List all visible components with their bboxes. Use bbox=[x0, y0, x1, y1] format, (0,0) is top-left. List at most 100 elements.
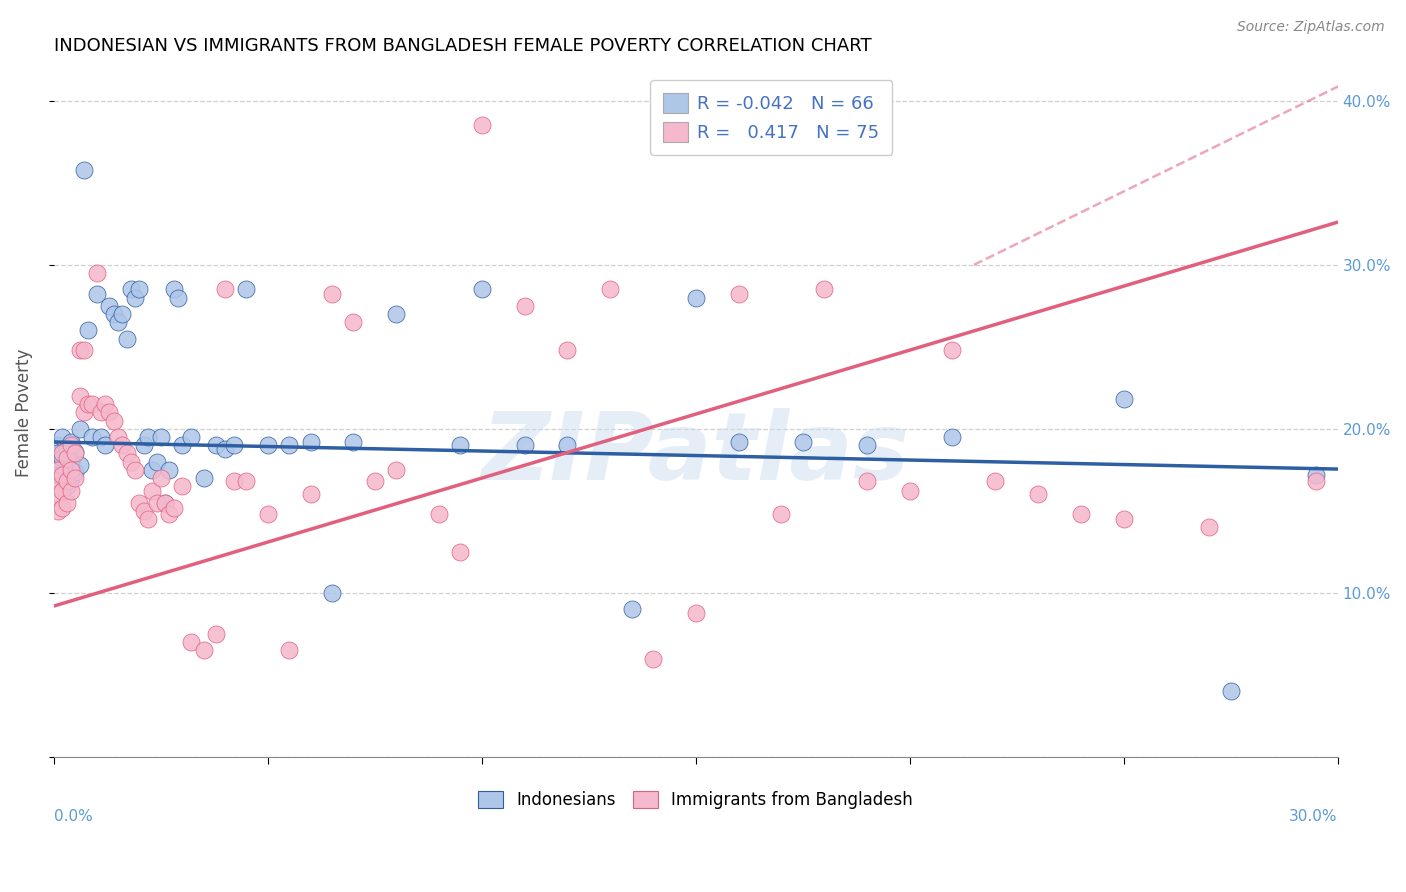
Point bbox=[46, 446, 69, 460]
Point bbox=[557, 343, 579, 358]
Point bbox=[321, 586, 343, 600]
Point bbox=[46, 463, 69, 477]
Point bbox=[1219, 684, 1241, 698]
Point bbox=[364, 475, 387, 489]
Point bbox=[90, 430, 112, 444]
Point bbox=[599, 282, 621, 296]
Point bbox=[256, 507, 278, 521]
Point bbox=[46, 504, 69, 518]
Point bbox=[55, 442, 77, 456]
Point bbox=[86, 287, 108, 301]
Point bbox=[856, 438, 879, 452]
Text: 0.0%: 0.0% bbox=[53, 809, 93, 823]
Point bbox=[727, 287, 749, 301]
Point bbox=[46, 467, 69, 482]
Point bbox=[513, 299, 536, 313]
Point bbox=[51, 500, 73, 515]
Point bbox=[82, 397, 104, 411]
Point bbox=[385, 463, 408, 477]
Point bbox=[51, 467, 73, 482]
Point bbox=[157, 507, 180, 521]
Point bbox=[167, 291, 190, 305]
Point bbox=[193, 471, 215, 485]
Point bbox=[46, 487, 69, 501]
Point bbox=[98, 405, 121, 419]
Point bbox=[1112, 512, 1135, 526]
Point bbox=[128, 496, 150, 510]
Point bbox=[69, 343, 91, 358]
Point bbox=[163, 500, 186, 515]
Point bbox=[141, 463, 163, 477]
Point bbox=[222, 475, 245, 489]
Point bbox=[136, 512, 159, 526]
Point bbox=[46, 438, 69, 452]
Point bbox=[65, 446, 87, 460]
Point bbox=[157, 463, 180, 477]
Point bbox=[59, 471, 82, 485]
Point bbox=[73, 405, 96, 419]
Point bbox=[149, 471, 172, 485]
Point bbox=[55, 496, 77, 510]
Point bbox=[124, 463, 146, 477]
Point bbox=[59, 455, 82, 469]
Legend: R = -0.042   N = 66, R =   0.417   N = 75: R = -0.042 N = 66, R = 0.417 N = 75 bbox=[651, 80, 893, 154]
Point bbox=[51, 446, 73, 460]
Point bbox=[51, 471, 73, 485]
Text: Source: ZipAtlas.com: Source: ZipAtlas.com bbox=[1237, 20, 1385, 34]
Point bbox=[1070, 507, 1092, 521]
Point bbox=[115, 446, 138, 460]
Point bbox=[120, 455, 142, 469]
Point bbox=[55, 479, 77, 493]
Point bbox=[94, 438, 117, 452]
Point bbox=[77, 397, 100, 411]
Point bbox=[98, 299, 121, 313]
Point bbox=[235, 475, 257, 489]
Point bbox=[813, 282, 835, 296]
Point bbox=[69, 389, 91, 403]
Point bbox=[59, 484, 82, 499]
Point bbox=[342, 315, 364, 329]
Point bbox=[205, 438, 228, 452]
Point bbox=[103, 414, 125, 428]
Point bbox=[193, 643, 215, 657]
Point bbox=[941, 343, 963, 358]
Point bbox=[299, 487, 322, 501]
Point bbox=[59, 463, 82, 477]
Point bbox=[55, 475, 77, 489]
Point bbox=[172, 438, 194, 452]
Point bbox=[153, 496, 176, 510]
Point bbox=[107, 315, 129, 329]
Point bbox=[205, 627, 228, 641]
Point bbox=[51, 451, 73, 466]
Point bbox=[65, 465, 87, 479]
Point bbox=[55, 451, 77, 466]
Point bbox=[94, 397, 117, 411]
Point bbox=[90, 405, 112, 419]
Point bbox=[685, 291, 707, 305]
Point bbox=[449, 545, 471, 559]
Point bbox=[46, 475, 69, 489]
Point bbox=[172, 479, 194, 493]
Point bbox=[51, 430, 73, 444]
Point bbox=[163, 282, 186, 296]
Point bbox=[620, 602, 643, 616]
Point bbox=[124, 291, 146, 305]
Point bbox=[145, 496, 167, 510]
Point bbox=[856, 475, 879, 489]
Point bbox=[65, 445, 87, 459]
Point bbox=[727, 435, 749, 450]
Point bbox=[141, 484, 163, 499]
Point bbox=[77, 323, 100, 337]
Point bbox=[471, 282, 494, 296]
Point bbox=[1305, 467, 1327, 482]
Point bbox=[770, 507, 793, 521]
Point bbox=[51, 484, 73, 499]
Point bbox=[278, 643, 301, 657]
Point bbox=[46, 458, 69, 472]
Point bbox=[103, 307, 125, 321]
Point bbox=[111, 307, 134, 321]
Text: ZIPatlas: ZIPatlas bbox=[482, 408, 910, 500]
Point bbox=[214, 442, 236, 456]
Point bbox=[685, 606, 707, 620]
Point bbox=[427, 507, 450, 521]
